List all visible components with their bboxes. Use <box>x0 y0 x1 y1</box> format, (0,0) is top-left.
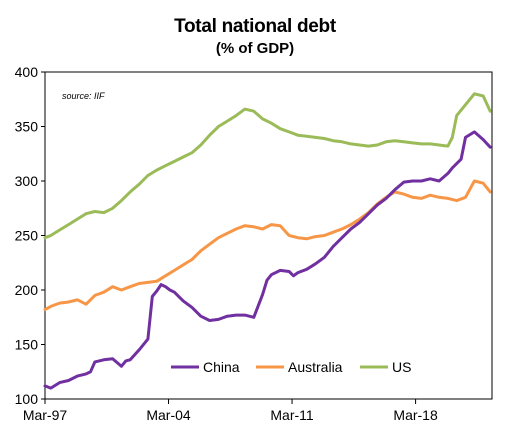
x-tick-label: Mar-97 <box>23 407 68 423</box>
y-tick-label: 300 <box>15 173 39 189</box>
source-note: source: IIF <box>62 91 105 101</box>
series-line-australia <box>43 179 492 312</box>
legend-label-australia: Australia <box>288 359 343 375</box>
y-tick-label: 200 <box>15 282 39 298</box>
legend-label-us: US <box>392 359 411 375</box>
chart-title: Total national debt <box>174 16 336 37</box>
legend: China Australia US <box>171 359 411 375</box>
series-layer <box>43 92 492 390</box>
series-line-china <box>43 130 492 390</box>
chart-axes: 100 150 200 250 300 350 400 Mar-97 Mar-04 Mar-11 M… <box>15 64 493 423</box>
chart-subtitle: (% of GDP) <box>215 40 295 57</box>
x-tick-label: Mar-11 <box>270 407 314 423</box>
x-tick-label: Mar-18 <box>393 407 438 423</box>
series-line-us <box>43 92 492 240</box>
x-tick-label: Mar-04 <box>146 407 191 423</box>
legend-label-china: China <box>203 359 240 375</box>
y-tick-label: 250 <box>15 228 39 244</box>
y-tick-label: 150 <box>15 337 39 353</box>
y-tick-label: 350 <box>15 119 39 135</box>
y-tick-label: 100 <box>15 391 39 407</box>
y-tick-label: 400 <box>15 64 39 80</box>
